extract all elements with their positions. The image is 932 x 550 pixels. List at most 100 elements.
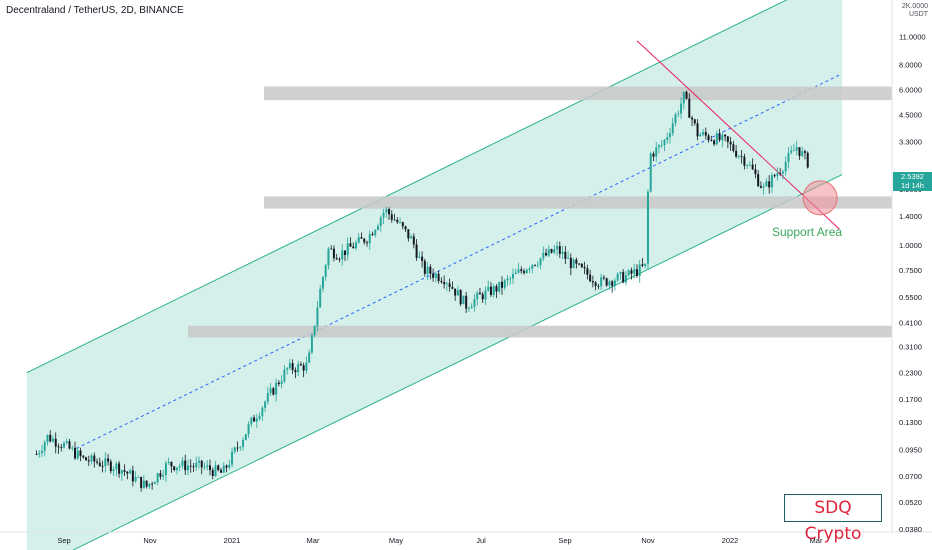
candle bbox=[781, 169, 784, 180]
price-tick-label: 8.0000 bbox=[899, 60, 922, 69]
candle bbox=[451, 281, 454, 290]
candle bbox=[437, 270, 440, 284]
candle bbox=[79, 447, 82, 462]
candle bbox=[432, 268, 435, 282]
zone-band-1[interactable] bbox=[264, 86, 892, 101]
candle bbox=[233, 446, 236, 455]
candle bbox=[500, 276, 503, 295]
candle bbox=[316, 300, 319, 332]
candle bbox=[677, 110, 680, 118]
candle bbox=[269, 382, 272, 396]
candle bbox=[261, 406, 264, 422]
candle bbox=[506, 275, 509, 287]
candle bbox=[693, 118, 696, 126]
candle bbox=[189, 459, 192, 473]
candle bbox=[338, 257, 341, 263]
support-area-circle[interactable] bbox=[802, 180, 838, 216]
candle bbox=[35, 450, 38, 456]
candle bbox=[476, 290, 479, 306]
candle bbox=[732, 140, 735, 153]
candle bbox=[134, 471, 137, 483]
zone-band-2[interactable] bbox=[264, 196, 892, 209]
candle bbox=[129, 468, 132, 474]
candle bbox=[735, 145, 738, 159]
candle bbox=[294, 367, 297, 379]
time-tick-label: Sep bbox=[57, 536, 70, 545]
candle bbox=[619, 271, 622, 280]
candle bbox=[253, 414, 256, 422]
candle bbox=[192, 462, 195, 473]
candle bbox=[539, 257, 542, 270]
channel-upper-line[interactable] bbox=[26, 0, 842, 374]
candle bbox=[594, 281, 597, 291]
candle bbox=[567, 251, 570, 259]
candle bbox=[498, 281, 501, 294]
candle bbox=[803, 149, 806, 160]
price-tick-label: 4.5000 bbox=[899, 110, 922, 119]
candle bbox=[641, 258, 644, 268]
candle bbox=[330, 245, 333, 250]
candle bbox=[98, 457, 101, 467]
candle bbox=[38, 449, 41, 458]
candle bbox=[776, 167, 779, 181]
channel-lower-line[interactable] bbox=[27, 174, 843, 550]
candle bbox=[765, 178, 768, 187]
candle bbox=[74, 441, 77, 461]
candle bbox=[255, 413, 258, 428]
candle bbox=[561, 245, 564, 260]
candle bbox=[170, 461, 173, 473]
candle bbox=[275, 378, 278, 402]
candle bbox=[310, 332, 313, 355]
zone-band-3[interactable] bbox=[188, 325, 892, 338]
candle bbox=[175, 467, 178, 475]
candle bbox=[514, 268, 517, 275]
candle bbox=[572, 257, 575, 269]
candle bbox=[528, 266, 531, 274]
candle bbox=[385, 206, 388, 218]
candle bbox=[707, 133, 710, 143]
candle bbox=[142, 475, 145, 489]
candle bbox=[495, 284, 498, 299]
candle bbox=[410, 234, 413, 239]
support-area-label: Support Area bbox=[772, 225, 843, 239]
candle bbox=[525, 268, 528, 275]
candle bbox=[770, 172, 773, 194]
candle bbox=[357, 233, 360, 244]
candle bbox=[487, 280, 490, 292]
candle bbox=[206, 460, 209, 471]
candle bbox=[718, 128, 721, 143]
candle bbox=[737, 154, 740, 159]
candle bbox=[220, 467, 223, 473]
candle bbox=[806, 151, 809, 169]
candle bbox=[228, 459, 231, 470]
price-tick-label: 0.1300 bbox=[899, 418, 922, 427]
price-tick-label: 0.3100 bbox=[899, 343, 922, 352]
candle bbox=[688, 93, 691, 118]
candle bbox=[341, 244, 344, 266]
price-tick-label: 11.0000 bbox=[899, 33, 926, 42]
candle bbox=[63, 441, 65, 449]
candle bbox=[390, 210, 393, 223]
candle bbox=[115, 461, 118, 477]
candle bbox=[299, 361, 302, 366]
candle bbox=[743, 153, 746, 170]
channel-fill bbox=[26, 0, 843, 550]
candle bbox=[126, 470, 129, 480]
candle bbox=[371, 231, 374, 236]
candle bbox=[531, 264, 534, 274]
candle bbox=[366, 240, 369, 247]
candle bbox=[222, 462, 225, 473]
candle bbox=[404, 225, 407, 233]
candle bbox=[795, 140, 798, 156]
candle bbox=[225, 464, 228, 473]
candle bbox=[454, 288, 457, 301]
candle bbox=[657, 144, 660, 154]
candle bbox=[43, 440, 46, 457]
time-axis[interactable]: Sep Nov 2021 Mar May Jul Sep Nov 2022 Mar bbox=[57, 536, 823, 545]
candle bbox=[208, 459, 211, 476]
candle bbox=[685, 90, 688, 100]
candle bbox=[511, 268, 514, 284]
candle bbox=[363, 237, 366, 245]
candle bbox=[283, 364, 286, 384]
candle bbox=[443, 275, 446, 289]
